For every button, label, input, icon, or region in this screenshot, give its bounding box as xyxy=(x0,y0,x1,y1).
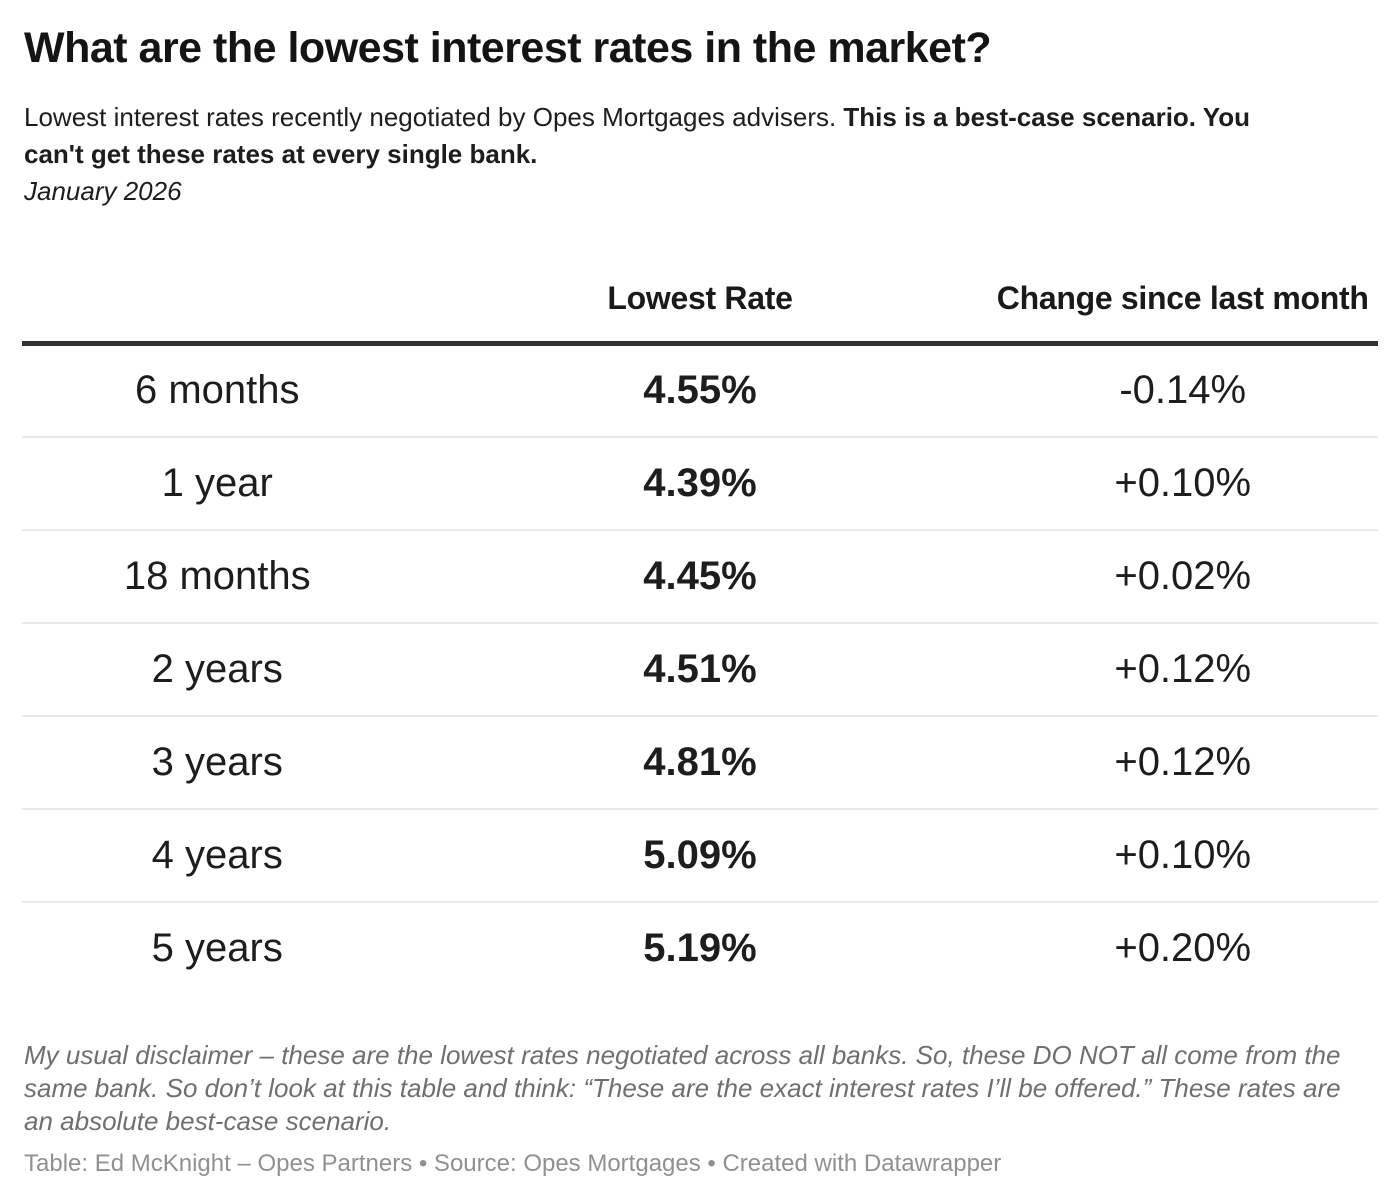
change-cell: -0.14% xyxy=(1119,368,1247,413)
description-bold-text: This is a best-case scenario. You can't … xyxy=(24,102,1250,170)
table-row: 18 months 4.45% +0.02% xyxy=(22,528,1378,623)
chart-date-line: January 2026 xyxy=(24,176,182,207)
change-cell: +0.10% xyxy=(987,435,1378,530)
table-row: 3 years 4.81% +0.12% xyxy=(22,714,1378,809)
term-cell: 1 year xyxy=(22,435,413,530)
chart-description: Lowest interest rates recently negotiate… xyxy=(24,99,1314,173)
term-cell: 4 years xyxy=(22,807,413,902)
rates-table: Lowest Rate Change since last month 6 mo… xyxy=(22,238,1378,995)
column-header-change-since-last-month: Change since last month xyxy=(987,238,1378,347)
table-header-row: Lowest Rate Change since last month xyxy=(22,238,1378,347)
rate-cell: 4.81% xyxy=(412,714,988,809)
table-body: 6 months 4.55% -0.14% 1 year 4.39% +0.10% 18 m… xyxy=(22,344,1378,995)
term-cell: 3 years xyxy=(22,714,413,809)
term-cell: 6 months xyxy=(134,368,300,413)
change-cell: +0.10% xyxy=(987,807,1378,902)
table-header: Lowest Rate Change since last month xyxy=(22,238,1378,347)
table-row: 6 months 4.55% -0.14% xyxy=(22,344,1378,437)
rate-cell: 4.55% xyxy=(643,368,757,413)
term-cell: 5 years xyxy=(22,900,413,995)
table-row: 2 years 4.51% +0.12% xyxy=(22,621,1378,716)
rate-cell: 4.51% xyxy=(412,621,988,716)
table-row: 4 years 5.09% +0.10% xyxy=(22,807,1378,902)
rate-cell: 4.39% xyxy=(412,435,988,530)
column-header-term xyxy=(22,238,413,347)
rate-cell: 5.09% xyxy=(412,807,988,902)
attribution-line: Table: Ed McKnight – Opes Partners • Sou… xyxy=(24,1149,1002,1177)
term-cell: 18 months xyxy=(22,528,413,623)
change-cell: +0.12% xyxy=(987,621,1378,716)
rate-cell: 5.19% xyxy=(412,900,988,995)
column-header-lowest-rate: Lowest Rate xyxy=(412,238,988,347)
change-cell: +0.12% xyxy=(987,714,1378,809)
change-cell: +0.02% xyxy=(987,528,1378,623)
table-row: 1 year 4.39% +0.10% xyxy=(22,435,1378,530)
table-row: 5 years 5.19% +0.20% xyxy=(22,900,1378,995)
description-regular-text: Lowest interest rates recently negotiate… xyxy=(24,102,844,133)
disclaimer-note: My usual disclaimer – these are the lowe… xyxy=(24,1039,1341,1136)
term-cell: 2 years xyxy=(22,621,413,716)
rate-cell: 4.45% xyxy=(412,528,988,623)
change-cell: +0.20% xyxy=(987,900,1378,995)
chart-title: What are the lowest interest rates in th… xyxy=(24,24,992,72)
